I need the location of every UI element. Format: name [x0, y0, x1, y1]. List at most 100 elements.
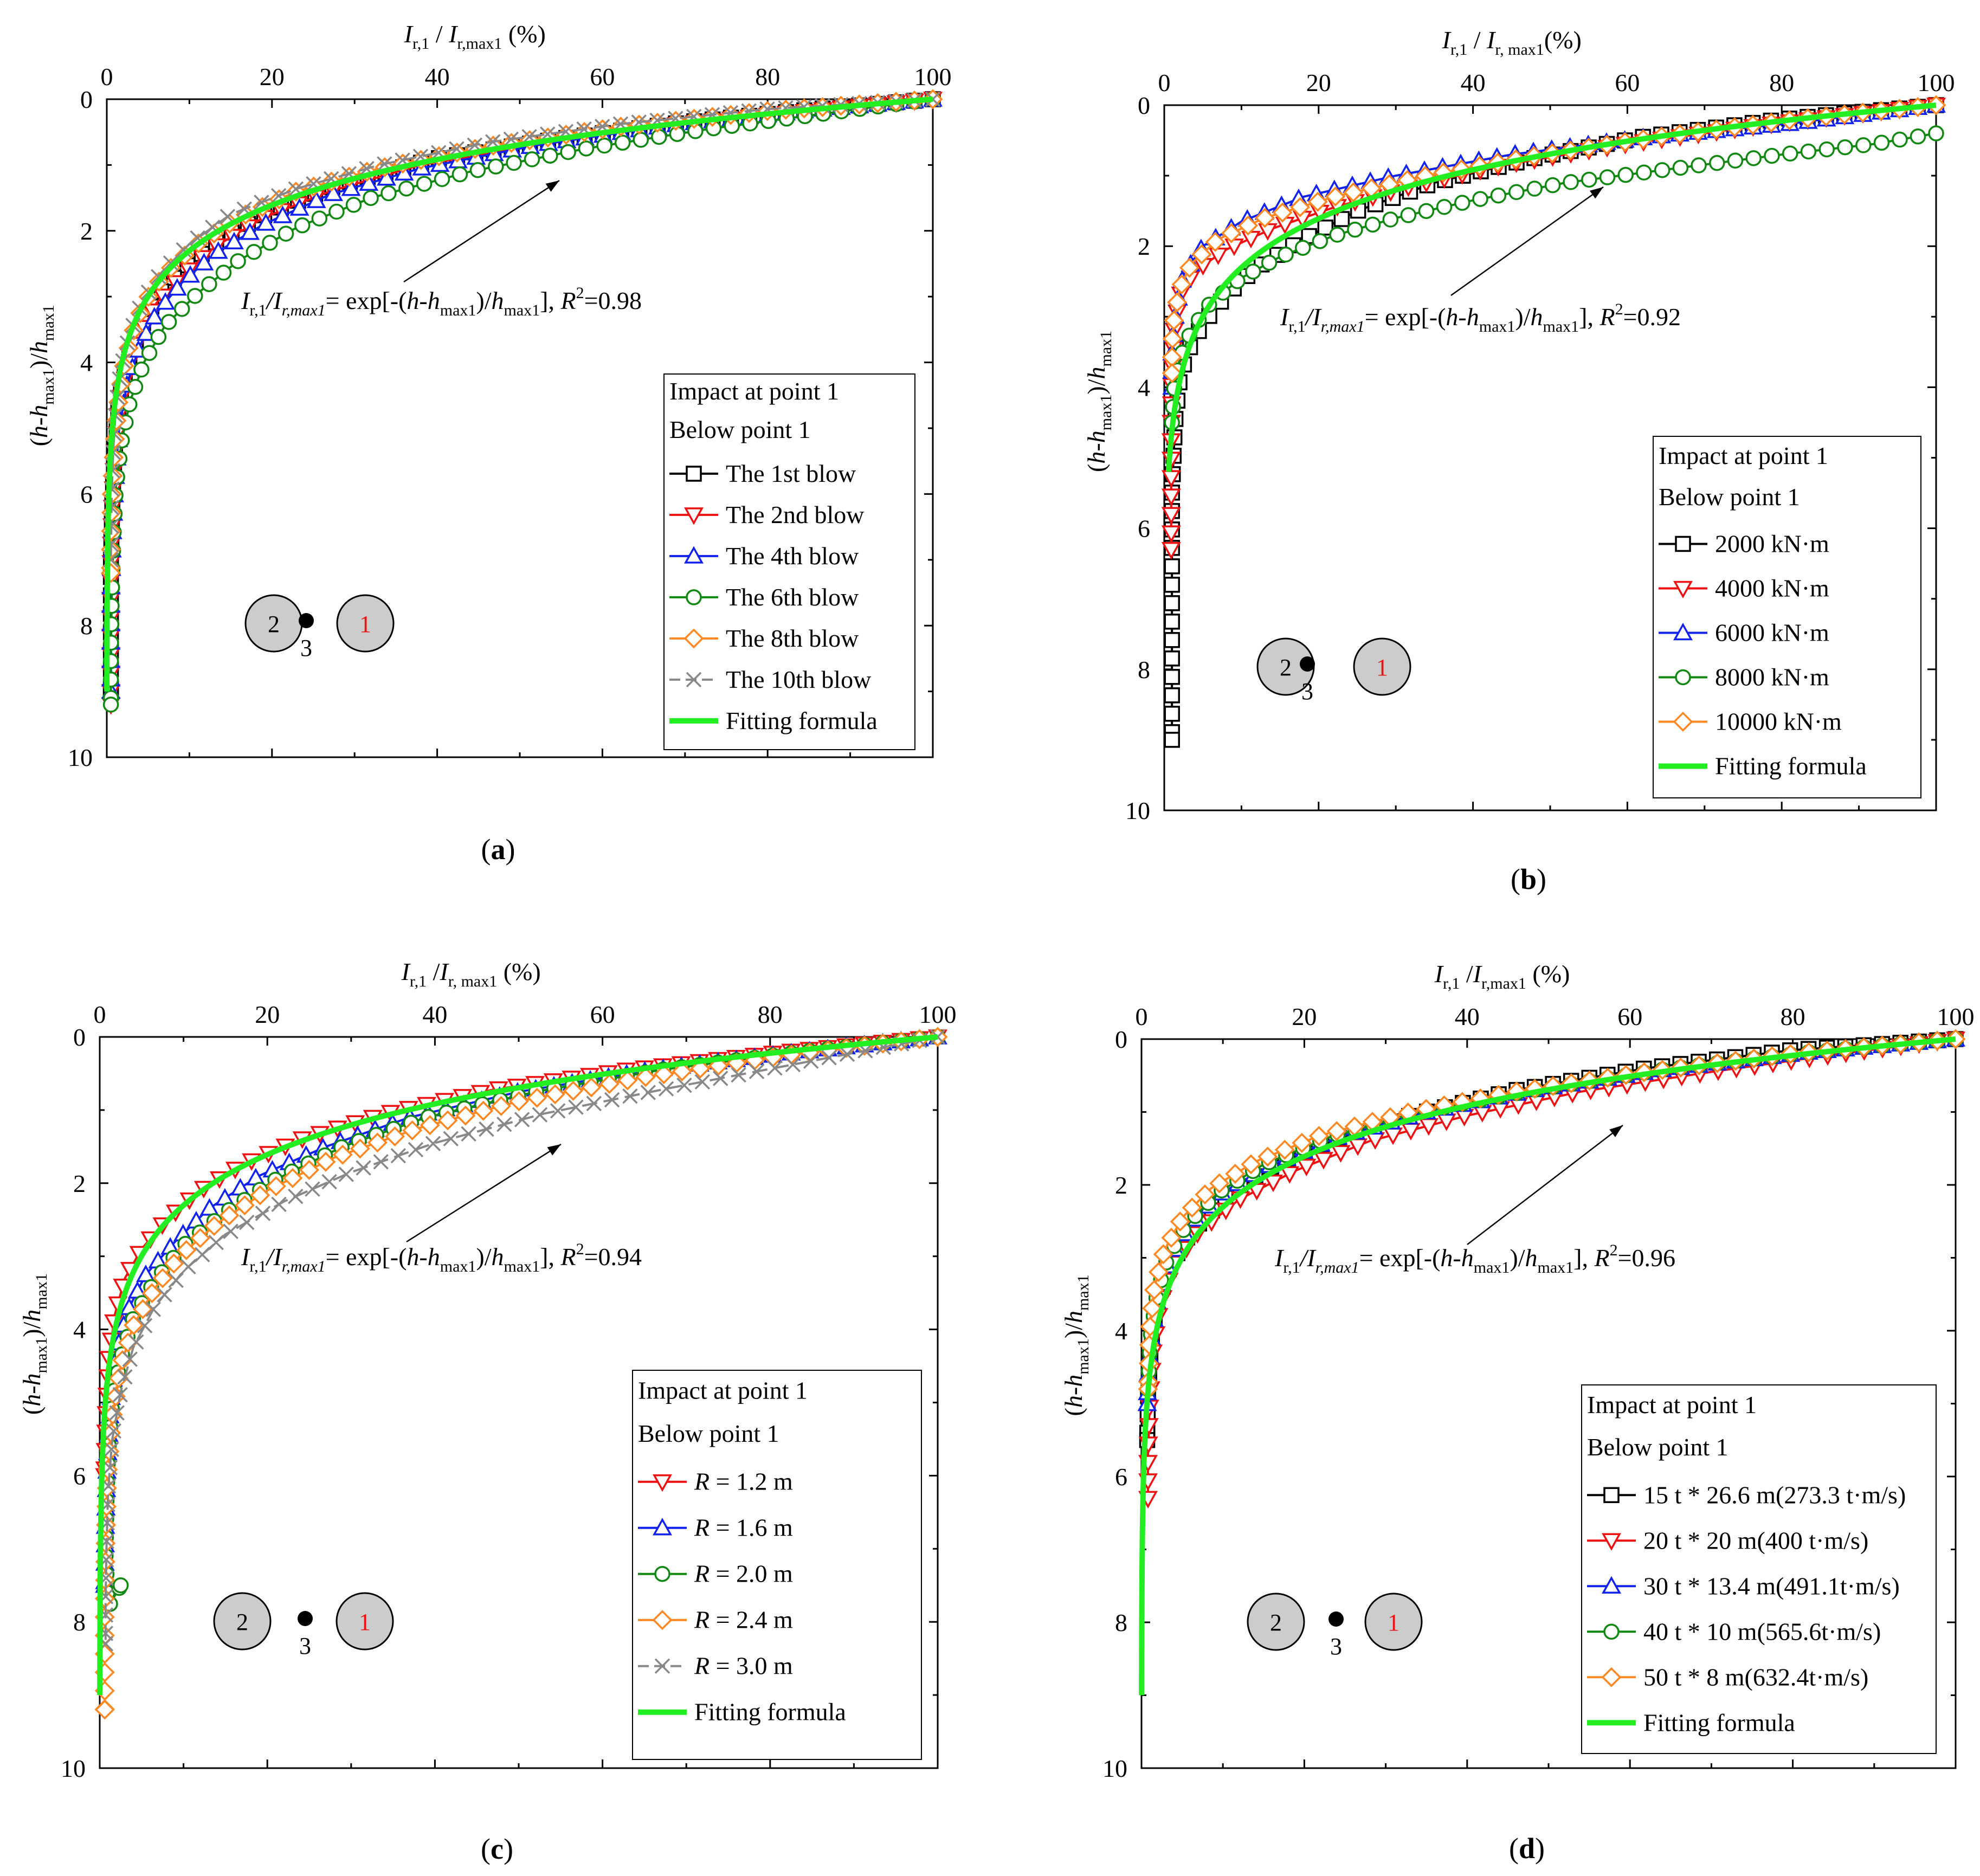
y-tick-label: 6	[73, 1462, 86, 1490]
legend-marker	[686, 466, 702, 482]
data-point	[380, 185, 397, 202]
data-point	[173, 301, 190, 317]
data-point	[1257, 1146, 1278, 1167]
y-tick-label: 8	[1138, 656, 1150, 684]
point-1-circle	[1364, 1593, 1423, 1651]
data-point	[578, 140, 595, 157]
data-point	[164, 1253, 184, 1274]
data-point	[305, 1181, 320, 1197]
data-point	[1636, 164, 1652, 181]
fitting-curve	[1139, 1036, 1956, 1697]
legend-entry: 4000 kN·m	[1659, 574, 1829, 602]
data-point	[234, 1195, 255, 1216]
legend-entry: The 10th blow	[669, 666, 872, 693]
legend-box	[632, 1370, 922, 1760]
annotation-arrow	[406, 1143, 562, 1243]
legend-marker	[686, 589, 702, 605]
y-tick-label: 6	[1115, 1463, 1127, 1491]
data-point	[434, 171, 450, 188]
data-point	[1144, 1280, 1164, 1300]
legend-marker	[1673, 581, 1693, 599]
point-1-label: 1	[359, 1609, 371, 1635]
data-point	[1221, 223, 1242, 243]
data-point	[163, 255, 179, 271]
legend-entry: The 8th blow	[669, 624, 859, 652]
data-point	[563, 1080, 584, 1101]
x-tick-label: 60	[1617, 1003, 1642, 1030]
data-point	[1164, 614, 1180, 630]
data-point	[550, 1103, 566, 1119]
fit-formula-annotation: Ir,1/Ir,max1= exp[-(h-hmax1)/hmax1], R2=…	[241, 284, 642, 319]
data-point	[176, 1240, 197, 1260]
chart-panel-b: 0 20 40 60 80 100 0 2 4 6 8 10 Ir,1 / Ir, max1(%) (h-…	[990, 0, 1980, 938]
legend-marker	[1603, 1487, 1620, 1504]
data-point	[152, 1268, 173, 1288]
legend-marker	[654, 1565, 670, 1582]
data-point	[1162, 363, 1182, 383]
chart-a-svg: 0 20 40 60 80 100 0 2 4 6 8 10 Ir,1 / Ir,max1 (%) (h-…	[25, 20, 952, 866]
data-point	[1855, 137, 1872, 153]
data-point	[1297, 1158, 1317, 1177]
data-point	[1261, 254, 1278, 271]
data-point	[1161, 507, 1181, 525]
data-point	[1274, 1139, 1295, 1160]
data-point	[651, 128, 667, 145]
data-point	[452, 166, 468, 183]
panel-caption: (d)	[1509, 1832, 1545, 1865]
data-point	[1161, 525, 1181, 543]
legend: Impact at point 1 Below point 1 2000 kN·m 4…	[1653, 436, 1921, 798]
data-point	[586, 1095, 602, 1112]
annotation-arrow	[1450, 186, 1604, 296]
data-point	[1164, 650, 1180, 667]
data-point	[658, 1081, 674, 1097]
data-point	[676, 1078, 692, 1093]
data-point	[767, 1060, 783, 1076]
data-point	[1164, 577, 1180, 593]
x-axis-title: Ir,1 /Ir, max1 (%)	[401, 958, 541, 990]
data-point	[461, 1126, 476, 1142]
legend-marker	[1675, 669, 1691, 686]
legend-marker	[1675, 536, 1691, 552]
data-point	[614, 134, 631, 151]
y-tick-label: 2	[80, 217, 93, 245]
data-point	[112, 1387, 128, 1403]
x-tick-label: 20	[255, 1001, 280, 1028]
x-axis: 0 20 40 60 80 100	[94, 1001, 957, 1768]
fitting-curve	[104, 96, 933, 693]
data-point	[109, 1405, 125, 1421]
legend-entry: 50 t * 8 m(632.4t·m/s)	[1587, 1663, 1868, 1691]
data-point	[1179, 257, 1199, 278]
y-axis-title: (h-hmax1)/hmax1	[18, 1273, 50, 1415]
data-point	[416, 176, 433, 192]
data-point	[672, 1061, 692, 1081]
data-point	[1581, 171, 1597, 188]
x-tick-label: 0	[1158, 69, 1171, 96]
legend-title-2: Below point 1	[638, 1420, 779, 1447]
data-point	[1224, 238, 1244, 256]
legend-entry: R = 2.4 m	[638, 1606, 793, 1634]
legend-entry: Fitting formula	[669, 707, 878, 734]
legend-label: R = 3.0 m	[694, 1652, 793, 1680]
data-point	[338, 1166, 354, 1182]
y-tick-label: 8	[1115, 1609, 1127, 1636]
series-line	[1171, 132, 1937, 423]
data-point	[194, 1247, 210, 1262]
point-3-dot	[299, 613, 314, 628]
legend-entry: The 1st blow	[669, 460, 856, 487]
point-2-circle	[1247, 1593, 1305, 1651]
y-axis: 0 2 4 6 8 10	[68, 86, 933, 771]
legend-label: 50 t * 8 m(632.4t·m/s)	[1643, 1663, 1868, 1691]
legend-entry: Fitting formula	[1587, 1709, 1795, 1736]
data-point	[443, 1131, 459, 1146]
data-point	[167, 278, 187, 296]
legend-title-2: Below point 1	[1659, 483, 1800, 511]
y-axis: 0 2 4 6 8 10	[61, 1023, 938, 1782]
data-point	[144, 307, 164, 325]
data-point	[1294, 240, 1311, 256]
data-point	[208, 1234, 224, 1250]
legend-label: 4000 kN·m	[1715, 574, 1829, 602]
data-point	[328, 203, 345, 220]
x-tick-label: 20	[1292, 1003, 1317, 1030]
point-1-circle	[1353, 637, 1411, 696]
point-1-label: 1	[1388, 1609, 1399, 1636]
